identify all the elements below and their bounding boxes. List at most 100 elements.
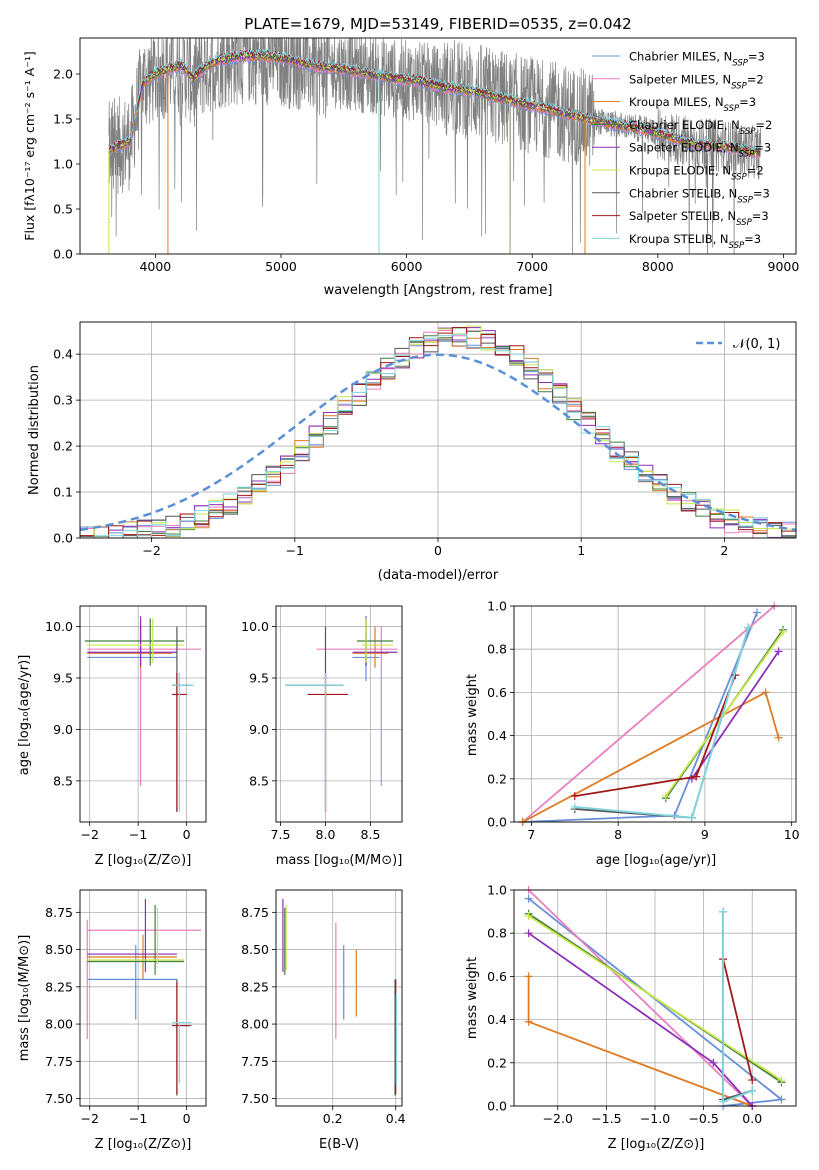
spectrum-legend: Chabrier MILES, NSSP=3 Salpeter MILES, NS… bbox=[592, 50, 772, 251]
normal-curve bbox=[80, 353, 796, 532]
x-tick-label: 7000 bbox=[516, 259, 548, 274]
svg-text:mass [log₁₀(M/M⊙)]: mass [log₁₀(M/M⊙)] bbox=[17, 935, 32, 1062]
weight-line-k_elodie bbox=[665, 631, 784, 797]
histogram-lines bbox=[80, 325, 796, 538]
weight-vs-age-xlabel: age [log₁₀(age/yr)] bbox=[596, 853, 717, 868]
y-tick-label: 0.4 bbox=[487, 728, 507, 743]
legend-entry: Kroupa ELODIE, NSSP=2 bbox=[629, 164, 764, 183]
y-tick-label: 8.00 bbox=[45, 1017, 73, 1032]
x-tick-label: 0.2 bbox=[323, 1111, 343, 1126]
x-tick-label: 0 bbox=[183, 1111, 191, 1126]
age-vs-z-ylabel: age [log₁₀(age/yr)] bbox=[17, 655, 32, 776]
x-tick-label: 5000 bbox=[265, 259, 297, 274]
weight-vs-z-xlabel: Z [log₁₀(Z/Z⊙)] bbox=[608, 1137, 705, 1152]
x-tick-label: −1 bbox=[129, 827, 147, 842]
x-tick-label: 1 bbox=[577, 543, 585, 558]
y-tick-label: 8.75 bbox=[241, 905, 269, 920]
svg-text:mass weight: mass weight bbox=[465, 957, 480, 1039]
axes-frame bbox=[513, 605, 797, 823]
axes-frame bbox=[275, 889, 403, 1107]
spectrum-ylabel: Flux [fλ10⁻¹⁷ erg cm⁻² s⁻¹ A⁻¹] bbox=[22, 51, 37, 240]
weight-point-s_stelib bbox=[570, 792, 579, 801]
y-tick-label: 10.0 bbox=[241, 619, 269, 634]
residuals-panel: −2 −1 0 1 2 0.0 0.1 0.2 0.3 0.4 bbox=[53, 321, 797, 558]
normal-legend-label: 𝒩(0, 1) bbox=[733, 337, 780, 352]
x-tick-label: 0.0 bbox=[742, 1111, 762, 1126]
svg-text:age [log₁₀(age/yr)]: age [log₁₀(age/yr)] bbox=[17, 655, 32, 776]
y-tick-label: 7.75 bbox=[241, 1054, 269, 1069]
x-tick-label: 0.4 bbox=[386, 1111, 406, 1126]
weight-point-k_miles bbox=[774, 733, 783, 742]
y-tick-label: 0.6 bbox=[487, 969, 507, 984]
weight-point-s_stelib bbox=[748, 1076, 757, 1085]
y-tick-label: 8.5 bbox=[249, 773, 269, 788]
mass-vs-z-panel: −2 −1 0 7.50 7.75 8.00 8.25 8.50 8.75 bbox=[45, 889, 207, 1126]
weight-point-k_stelib bbox=[570, 802, 579, 811]
y-tick-label: 2.0 bbox=[53, 67, 73, 82]
weight-point-s_stelib bbox=[692, 772, 701, 781]
errorbar-group bbox=[86, 898, 202, 1096]
y-tick-label: 1.0 bbox=[487, 599, 507, 614]
legend-entry: Salpeter ELODIE, NSSP=3 bbox=[629, 141, 771, 160]
x-tick-label: −2 bbox=[142, 543, 160, 558]
weight-point-s_elodie bbox=[774, 647, 783, 656]
y-tick-label: 0.1 bbox=[53, 485, 73, 500]
x-tick-label: 4000 bbox=[139, 259, 171, 274]
axes-frame bbox=[513, 889, 797, 1107]
axes-frame bbox=[275, 605, 403, 823]
y-tick-label: 1.5 bbox=[53, 112, 73, 127]
y-tick-label: 8.50 bbox=[45, 942, 73, 957]
legend-entry: Salpeter MILES, NSSP=2 bbox=[629, 72, 764, 91]
y-tick-label: 9.0 bbox=[53, 722, 73, 737]
x-tick-label: 8 bbox=[614, 827, 622, 842]
weight-point-k_stelib bbox=[719, 1097, 728, 1106]
weight-vs-z-panel: −2.0 −1.5 −1.0 −0.5 0.0 0.0 0.2 0.4 0.6 0.8 1.0 bbox=[487, 883, 797, 1126]
residuals-legend: 𝒩(0, 1) bbox=[696, 337, 780, 352]
x-tick-label: −1.0 bbox=[640, 1111, 670, 1126]
weight-line-k_elodie bbox=[528, 915, 782, 1081]
x-tick-label: −2.0 bbox=[543, 1111, 573, 1126]
y-tick-label: 10.0 bbox=[45, 619, 73, 634]
x-tick-label: 8.5 bbox=[361, 827, 381, 842]
spectrum-xlabel: wavelength [Angstrom, rest frame] bbox=[324, 283, 553, 298]
y-tick-label: 0.0 bbox=[53, 247, 73, 262]
y-tick-label: 0.8 bbox=[487, 926, 507, 941]
weight-point-k_elodie bbox=[777, 1076, 786, 1085]
weight-line-s_miles bbox=[522, 605, 775, 823]
x-tick-label: 6000 bbox=[391, 259, 423, 274]
x-tick-label: 8000 bbox=[642, 259, 674, 274]
y-tick-label: 1.0 bbox=[53, 157, 73, 172]
y-tick-label: 9.0 bbox=[249, 722, 269, 737]
axes-frame bbox=[79, 321, 797, 539]
x-tick-label: 9 bbox=[701, 827, 709, 842]
y-tick-label: 0.2 bbox=[53, 439, 73, 454]
mass-vs-ebv-xlabel: E(B-V) bbox=[319, 1137, 359, 1152]
y-tick-label: 0.2 bbox=[487, 771, 507, 786]
age-vs-z-xlabel: Z [log₁₀(Z/Z⊙)] bbox=[95, 853, 192, 868]
weight-point-c_miles bbox=[777, 1095, 786, 1104]
y-tick-label: 0.0 bbox=[53, 531, 73, 546]
y-tick-label: 0.4 bbox=[53, 347, 73, 362]
y-tick-label: 8.50 bbox=[241, 942, 269, 957]
y-tick-label: 7.50 bbox=[45, 1091, 73, 1106]
svg-text:mass weight: mass weight bbox=[465, 674, 480, 756]
y-tick-label: 0.5 bbox=[53, 202, 73, 217]
y-tick-label: 7.50 bbox=[241, 1091, 269, 1106]
x-tick-label: 2 bbox=[720, 543, 728, 558]
age-vs-z-panel: −2 −1 0 8.5 9.0 9.5 10.0 bbox=[45, 605, 207, 842]
weight-vs-z-ylabel: mass weight bbox=[465, 957, 480, 1039]
axes-frame bbox=[79, 889, 207, 1107]
weight-line-s_stelib bbox=[722, 958, 754, 1081]
weight-point-k_elodie bbox=[524, 911, 533, 920]
spectrum-lines bbox=[108, 38, 762, 254]
x-tick-label: −1 bbox=[286, 543, 304, 558]
y-tick-label: 8.25 bbox=[45, 979, 73, 994]
axes-frame bbox=[79, 605, 207, 823]
weight-line-s_elodie bbox=[691, 650, 780, 780]
x-tick-label: −1 bbox=[129, 1111, 147, 1126]
legend-entry: Chabrier STELIB, NSSP=3 bbox=[629, 186, 770, 205]
svg-text:Normed distribution: Normed distribution bbox=[27, 365, 42, 495]
x-tick-label: 10 bbox=[784, 827, 800, 842]
y-tick-label: 0.2 bbox=[487, 1055, 507, 1070]
